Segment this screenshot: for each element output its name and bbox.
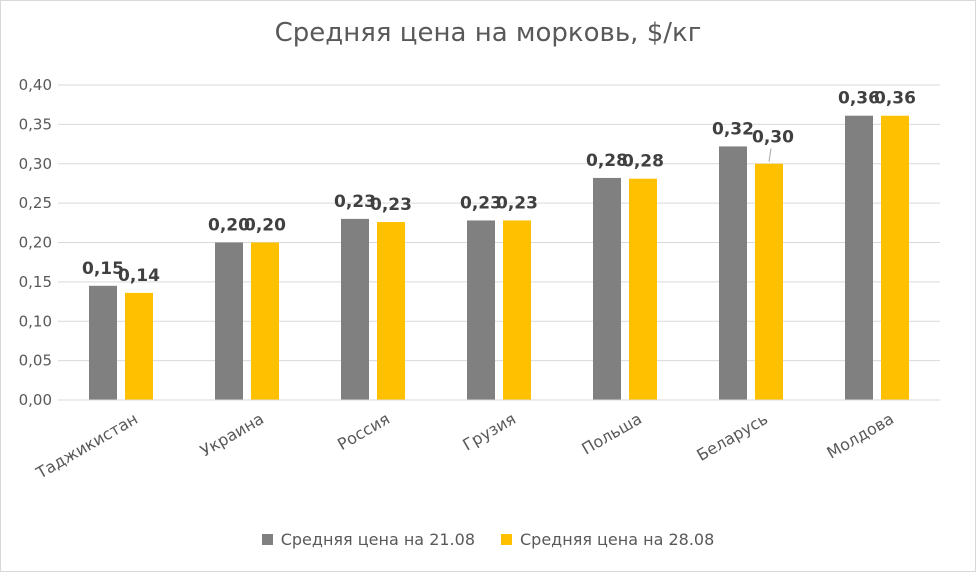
bar-series-2 <box>755 163 783 400</box>
data-label-series-1: 0,36 <box>838 89 880 109</box>
data-label-series-1: 0,23 <box>460 193 502 213</box>
legend: Средняя цена на 21.08 Средняя цена на 28… <box>0 530 976 549</box>
data-label-series-1: 0,23 <box>334 192 376 212</box>
legend-item-series-1: Средняя цена на 21.08 <box>261 530 475 549</box>
bar-series-1 <box>215 242 243 400</box>
y-tick-label: 0,30 <box>19 155 52 173</box>
y-tick-label: 0,20 <box>19 234 52 252</box>
legend-item-series-2: Средняя цена на 28.08 <box>501 530 714 549</box>
category-label: Таджикистан <box>32 409 141 483</box>
data-label-series-2: 0,23 <box>496 193 538 213</box>
legend-swatch-series-2 <box>501 534 512 545</box>
y-tick-label: 0,05 <box>19 352 52 370</box>
bar-series-1 <box>467 220 495 400</box>
bar-series-2 <box>377 222 405 400</box>
category-label: Грузия <box>459 409 519 454</box>
data-label-series-2: 0,36 <box>874 89 916 109</box>
x-axis: Таджикистан Украина Россия Грузия Польша Бела… <box>32 399 940 483</box>
bar-series-1 <box>593 177 621 400</box>
data-label-series-1: 0,28 <box>586 151 628 171</box>
bar-series-2 <box>503 220 531 400</box>
category-label: Украина <box>197 409 267 460</box>
data-label-series-1: 0,15 <box>82 259 124 279</box>
data-label-series-1: 0,20 <box>208 216 250 236</box>
legend-label-series-2: Средняя цена на 28.08 <box>520 530 715 549</box>
bar-series-2 <box>251 242 279 400</box>
bar-series-2 <box>629 178 657 400</box>
category-label: Беларусь <box>693 409 771 465</box>
gridlines <box>58 84 940 401</box>
y-axis: 0,00 0,05 0,10 0,15 0,20 0,25 0,30 0,35 0,40 <box>19 76 52 409</box>
bar-series-2 <box>125 292 153 400</box>
bars <box>89 115 909 401</box>
bar-series-1 <box>89 285 117 400</box>
label-leader-line <box>768 148 772 162</box>
data-labels: 0,150,140,200,200,230,23 0,230,230,280,28… <box>82 89 916 286</box>
y-tick-label: 0,25 <box>19 194 52 212</box>
bar-series-1 <box>719 146 747 400</box>
y-tick-label: 0,15 <box>19 273 52 291</box>
data-label-series-2: 0,20 <box>244 216 286 236</box>
data-label-series-2: 0,28 <box>622 152 664 172</box>
chart-title: Средняя цена на морковь, $/кг <box>274 18 702 48</box>
data-label-series-2: 0,23 <box>370 195 412 215</box>
legend-swatch-series-1 <box>261 534 273 545</box>
y-tick-label: 0,40 <box>19 76 52 94</box>
category-label: Польша <box>578 409 645 458</box>
y-tick-label: 0,35 <box>19 115 52 133</box>
legend-label-series-1: Средняя цена на 21.08 <box>280 530 475 549</box>
category-label: Россия <box>334 409 393 454</box>
data-label-series-2: 0,30 <box>752 127 794 147</box>
y-tick-label: 0,10 <box>19 312 52 330</box>
category-label: Молдова <box>823 409 897 462</box>
y-tick-label: 0,00 <box>19 391 52 409</box>
bar-series-2 <box>881 115 909 401</box>
bar-series-1 <box>341 218 369 400</box>
bar-series-1 <box>845 115 873 401</box>
data-label-series-2: 0,14 <box>118 266 160 286</box>
data-label-series-1: 0,32 <box>712 119 754 139</box>
